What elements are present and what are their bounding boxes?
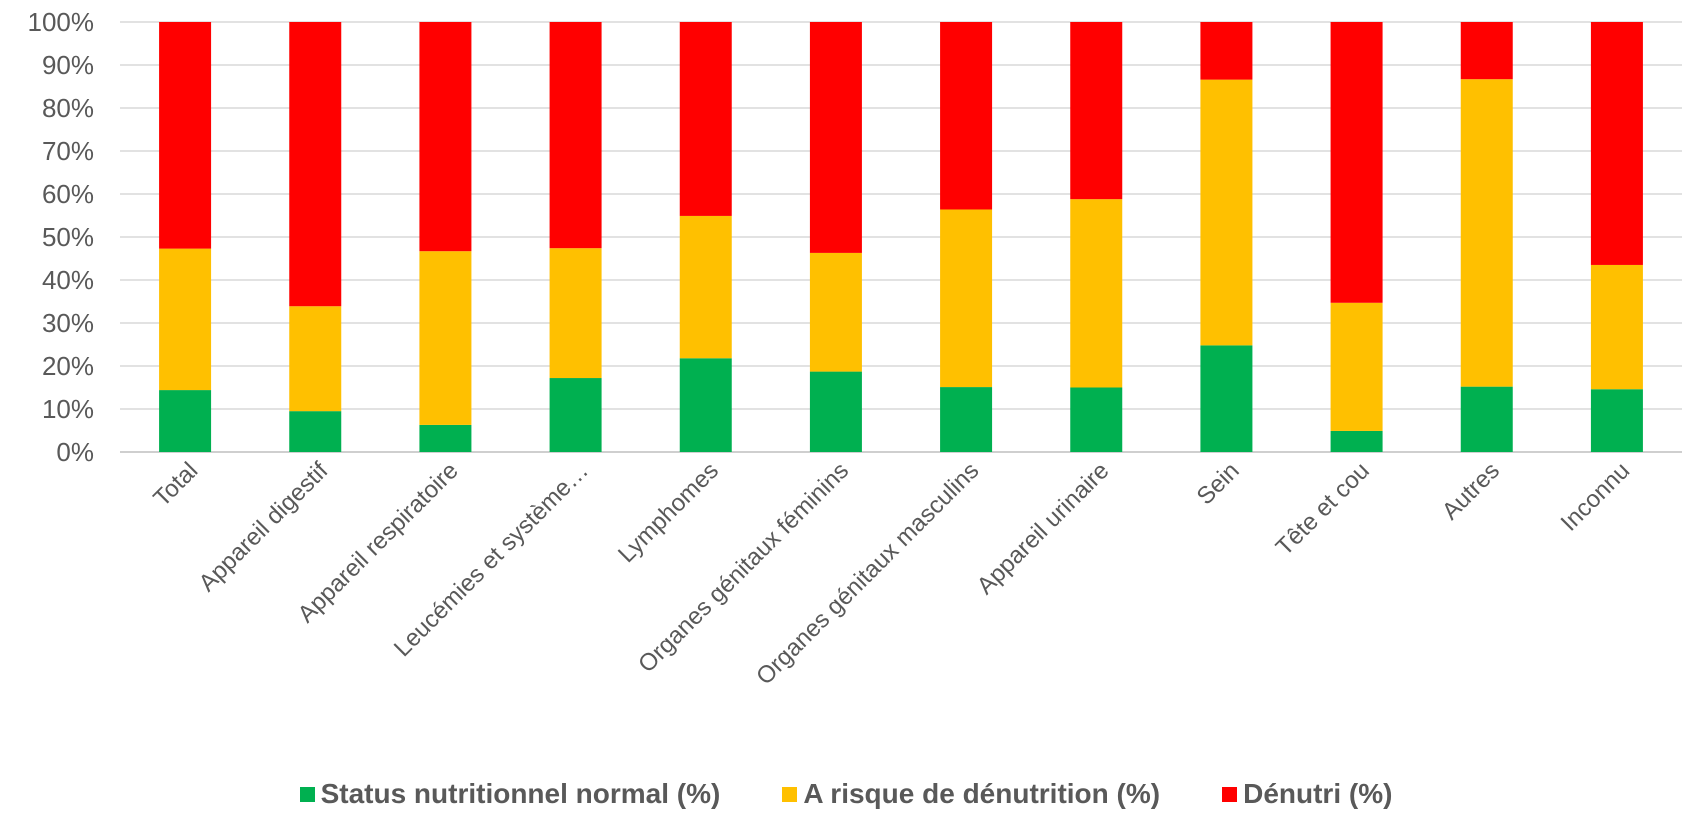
bar-segment (1070, 387, 1123, 452)
bar-segment (419, 251, 472, 425)
legend-swatch (299, 786, 315, 802)
bar-segment (289, 22, 342, 307)
legend-item: Status nutritionnel normal (%) (299, 778, 721, 810)
x-tick-label: Total (148, 457, 203, 512)
bar-segment (1330, 302, 1383, 431)
gridlines (120, 21, 1682, 453)
legend-swatch (782, 786, 798, 802)
bar-segment (159, 248, 212, 391)
x-tick-label: Appareil urinaire (972, 457, 1115, 600)
bar-segment (1200, 345, 1253, 452)
bar-segment (419, 22, 472, 252)
bar-segment (1460, 386, 1513, 452)
bar-segment (940, 387, 993, 452)
bar-segment (679, 358, 732, 452)
bar-segment (549, 378, 602, 452)
bar-segment (1330, 22, 1383, 303)
y-tick-label: 0% (56, 437, 94, 467)
bar-segment (1460, 22, 1513, 80)
x-tick-label: Tête et cou (1271, 457, 1375, 561)
legend-label: Status nutritionnel normal (%) (320, 778, 721, 809)
x-tick-label: Lymphomes (613, 457, 724, 568)
x-tick-label: Inconnu (1556, 457, 1635, 536)
y-tick-label: 60% (42, 179, 94, 209)
bar-segment (549, 248, 602, 379)
y-tick-label: 30% (42, 308, 94, 338)
legend-label: Dénutri (%) (1243, 778, 1393, 809)
bar-segment (289, 411, 342, 452)
y-tick-label: 70% (42, 136, 94, 166)
bar-segment (419, 424, 472, 452)
bar-segment (1330, 430, 1383, 452)
bar-segment (809, 22, 862, 253)
bar-segment (1200, 22, 1253, 80)
bar-segment (679, 22, 732, 216)
bar-segment (1070, 199, 1123, 388)
legend: Status nutritionnel normal (%) A risque d… (0, 778, 1692, 810)
legend-item: A risque de dénutrition (%) (782, 778, 1160, 810)
x-tick-label: Sein (1192, 457, 1245, 510)
bar-segment (549, 22, 602, 249)
y-tick-label: 10% (42, 394, 94, 424)
bar-segment (159, 390, 212, 452)
bar-segment (1200, 79, 1253, 346)
bar-segment (1590, 264, 1643, 390)
y-tick-label: 20% (42, 351, 94, 381)
bar-segment (159, 22, 212, 249)
bar-segment (940, 22, 993, 210)
bars (159, 22, 1643, 452)
bar-segment (289, 306, 342, 412)
y-tick-label: 40% (42, 265, 94, 295)
bar-segment (809, 371, 862, 452)
y-tick-label: 90% (42, 50, 94, 80)
y-tick-label: 100% (28, 7, 95, 37)
bar-segment (679, 215, 732, 359)
legend-swatch (1222, 786, 1238, 802)
legend-item: Dénutri (%) (1222, 778, 1392, 810)
x-tick-label: Organes génitaux féminins (633, 457, 854, 678)
y-tick-label: 80% (42, 93, 94, 123)
bar-segment (1460, 79, 1513, 387)
y-tick-label: 50% (42, 222, 94, 252)
bar-segment (940, 209, 993, 388)
x-tick-label: Autres (1437, 457, 1505, 525)
bar-segment (809, 252, 862, 372)
y-axis-tick-labels: 0% 10% 20% 30% 40% 50% 60% 70% 80% 90% 100% (28, 7, 95, 467)
bar-segment (1590, 22, 1643, 265)
bar-segment (1070, 22, 1123, 200)
x-tick-label: Appareil digestif (194, 457, 334, 597)
bar-segment (1590, 389, 1643, 452)
x-tick-label: Organes génitaux masculins (751, 457, 984, 690)
stacked-bar-chart: 0%10%20%30%40%50%60%70%80%90%100% TotalA… (28, 7, 1682, 690)
legend-label: A risque de dénutrition (%) (803, 778, 1161, 809)
